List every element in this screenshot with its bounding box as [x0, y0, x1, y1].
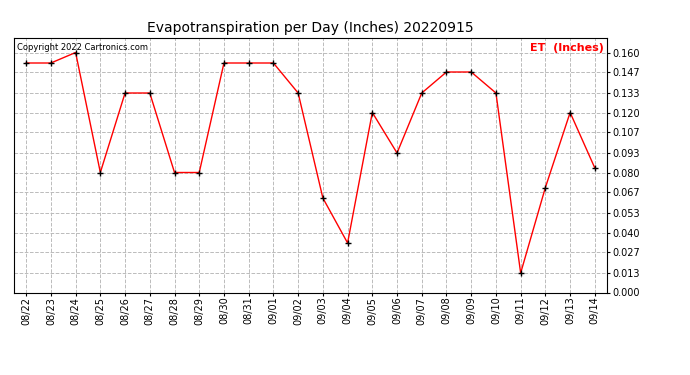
Title: Evapotranspiration per Day (Inches) 20220915: Evapotranspiration per Day (Inches) 2022…	[147, 21, 474, 35]
Text: ET  (Inches): ET (Inches)	[531, 43, 604, 52]
Text: Copyright 2022 Cartronics.com: Copyright 2022 Cartronics.com	[17, 43, 148, 52]
